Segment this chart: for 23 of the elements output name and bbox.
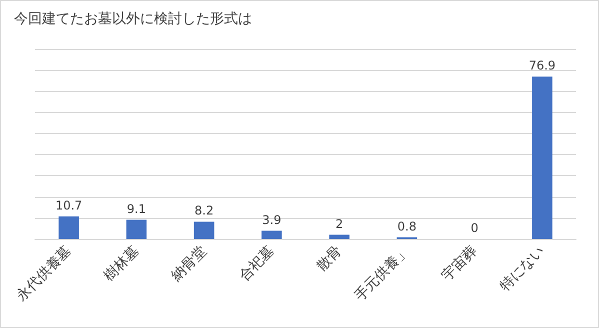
x-tick-label: 特にない — [496, 243, 548, 294]
x-tick-label: 宇宙葬 — [439, 243, 480, 284]
x-tick-label: 手元供養」 — [352, 243, 413, 304]
x-tick-label: 納骨堂 — [168, 243, 210, 284]
x-tick-label: 散骨 — [314, 243, 345, 274]
data-label: 2 — [335, 216, 344, 231]
data-label: 76.9 — [528, 58, 556, 73]
bar — [532, 76, 552, 239]
bar — [262, 230, 282, 239]
data-label: 10.7 — [55, 198, 82, 212]
bar — [329, 234, 350, 239]
data-label: 0.8 — [397, 219, 416, 234]
x-tick-label: 合祀墓 — [236, 243, 278, 284]
bar — [126, 220, 147, 239]
bar — [58, 216, 79, 239]
data-label: 8.2 — [194, 204, 214, 218]
data-label: 3.9 — [262, 212, 282, 227]
data-label: 9.1 — [126, 202, 146, 216]
bar — [194, 222, 214, 239]
x-tick-label: 永代供養墓 — [14, 243, 74, 304]
chart-title: 今回建てたお墓以外に検討した形式は — [14, 11, 252, 27]
x-tick-label: 樹林墓 — [101, 243, 142, 284]
data-label: 0 — [470, 221, 478, 235]
